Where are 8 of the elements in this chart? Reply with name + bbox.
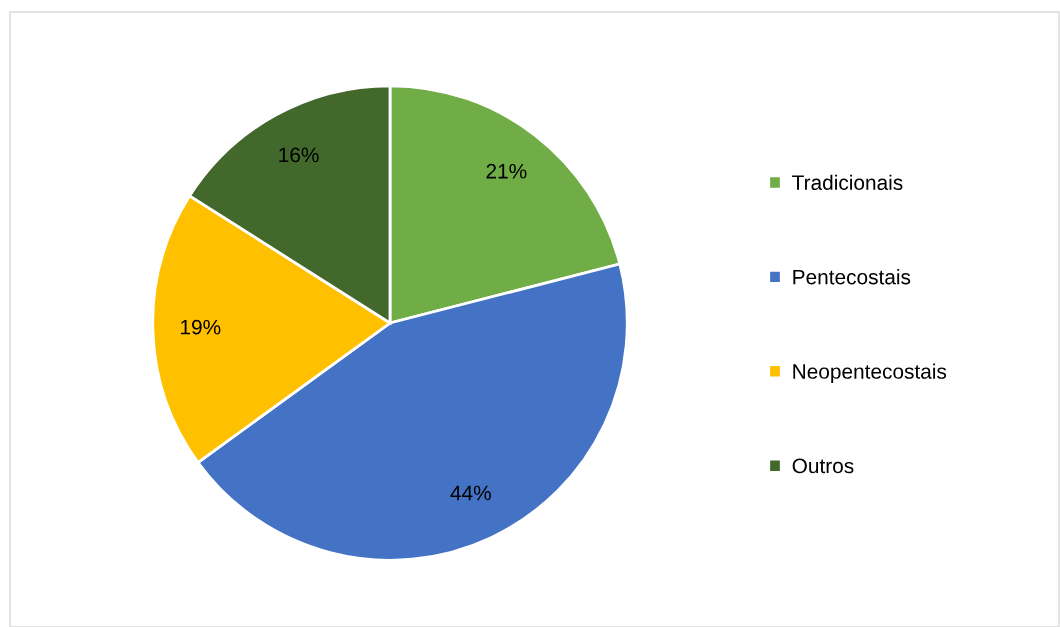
legend-label: Tradicionais [792, 174, 903, 190]
data-label: 44% [450, 485, 491, 501]
legend-label: Outros [792, 458, 854, 474]
data-label: 16% [279, 147, 319, 163]
legend-label: Neopentecostais [793, 363, 947, 383]
data-label: 19% [181, 319, 221, 335]
legend-label: Pentecostais [793, 269, 911, 285]
data-label: 21% [486, 163, 527, 179]
